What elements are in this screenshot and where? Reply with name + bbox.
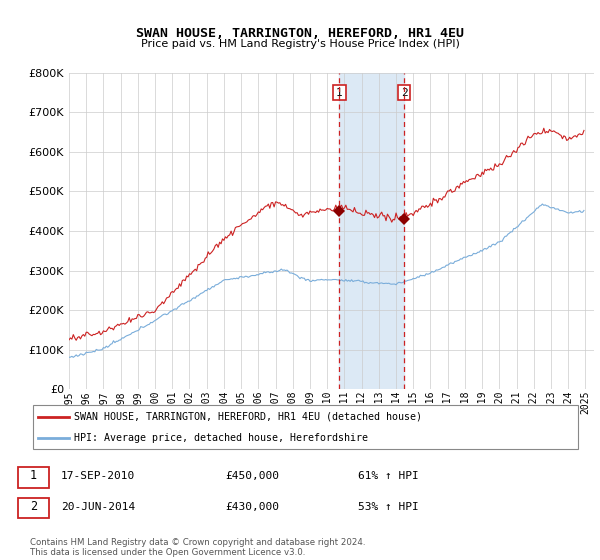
- Text: £450,000: £450,000: [225, 471, 279, 481]
- Text: 17-SEP-2010: 17-SEP-2010: [61, 471, 135, 481]
- Text: 20-JUN-2014: 20-JUN-2014: [61, 502, 135, 512]
- FancyBboxPatch shape: [33, 405, 578, 449]
- Text: 2: 2: [30, 500, 37, 514]
- Bar: [340, 73, 404, 389]
- Text: SWAN HOUSE, TARRINGTON, HEREFORD, HR1 4EU: SWAN HOUSE, TARRINGTON, HEREFORD, HR1 4E…: [136, 27, 464, 40]
- Text: £430,000: £430,000: [225, 502, 279, 512]
- Text: 61% ↑ HPI: 61% ↑ HPI: [358, 471, 418, 481]
- Text: 53% ↑ HPI: 53% ↑ HPI: [358, 502, 418, 512]
- Text: 1: 1: [30, 469, 37, 483]
- FancyBboxPatch shape: [18, 498, 49, 519]
- Text: Price paid vs. HM Land Registry's House Price Index (HPI): Price paid vs. HM Land Registry's House …: [140, 39, 460, 49]
- Text: 2: 2: [401, 87, 407, 97]
- Text: SWAN HOUSE, TARRINGTON, HEREFORD, HR1 4EU (detached house): SWAN HOUSE, TARRINGTON, HEREFORD, HR1 4E…: [74, 412, 422, 422]
- Text: HPI: Average price, detached house, Herefordshire: HPI: Average price, detached house, Here…: [74, 433, 368, 444]
- Text: Contains HM Land Registry data © Crown copyright and database right 2024.
This d: Contains HM Land Registry data © Crown c…: [30, 538, 365, 557]
- FancyBboxPatch shape: [18, 467, 49, 488]
- Text: 1: 1: [336, 87, 343, 97]
